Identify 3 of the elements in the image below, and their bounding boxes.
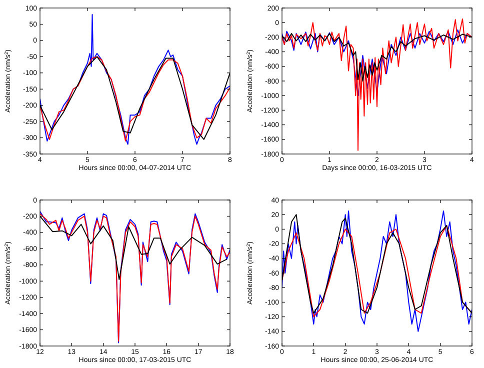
- line-series: [282, 210, 472, 332]
- line-series: [40, 14, 230, 145]
- line-series: [282, 18, 472, 151]
